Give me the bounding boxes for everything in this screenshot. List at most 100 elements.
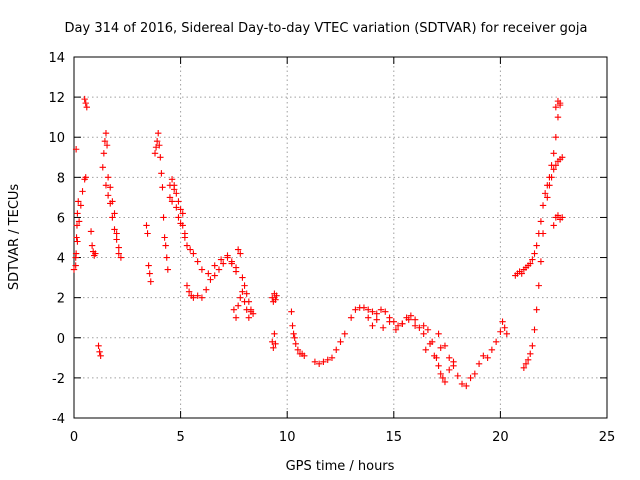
axis-ticks: 0 5 10 15 20 25 -4 -2 0 2 4 6 8 10 12 14 xyxy=(48,51,615,445)
data-point xyxy=(175,214,182,221)
data-point xyxy=(289,322,296,329)
data-point xyxy=(70,266,78,273)
data-point xyxy=(450,358,457,366)
data-point xyxy=(435,330,442,337)
x-tick-label: 0 xyxy=(70,430,78,445)
data-point xyxy=(77,202,85,209)
data-point xyxy=(382,308,389,315)
x-tick-label: 5 xyxy=(176,430,184,445)
data-point xyxy=(518,270,525,277)
data-point xyxy=(520,364,528,372)
series-arc-f xyxy=(95,342,104,360)
data-point xyxy=(550,166,557,173)
data-point xyxy=(207,276,214,283)
data-point xyxy=(151,150,159,157)
series-arc-p xyxy=(269,330,279,352)
data-point xyxy=(239,274,246,281)
data-point xyxy=(97,352,104,360)
data-point xyxy=(72,250,80,257)
data-point xyxy=(224,252,231,259)
data-point xyxy=(74,210,81,217)
data-point xyxy=(161,234,168,241)
data-point xyxy=(104,174,112,181)
data-point xyxy=(399,320,406,327)
y-tick-label: 12 xyxy=(48,91,65,106)
data-point xyxy=(81,95,88,103)
data-point xyxy=(272,296,279,303)
data-point xyxy=(115,250,122,257)
data-point xyxy=(527,260,534,267)
data-point xyxy=(548,174,555,181)
data-point xyxy=(194,258,201,265)
y-tick-label: -4 xyxy=(52,412,65,427)
y-tick-label: 2 xyxy=(57,292,65,307)
data-point xyxy=(405,316,412,323)
series-arc-b xyxy=(72,198,82,269)
data-point xyxy=(377,306,385,313)
x-tick-label: 20 xyxy=(492,430,509,445)
data-point xyxy=(431,352,438,360)
data-point xyxy=(115,244,122,251)
data-point xyxy=(211,262,218,269)
data-point xyxy=(379,324,387,331)
data-point xyxy=(155,130,162,137)
data-point xyxy=(373,310,380,317)
grid xyxy=(74,57,607,418)
data-point xyxy=(232,314,240,321)
data-point xyxy=(501,324,508,331)
data-point xyxy=(441,378,449,386)
data-point xyxy=(72,146,80,153)
series-arc-e xyxy=(87,228,99,259)
y-tick-label: 8 xyxy=(57,171,65,186)
data-point xyxy=(426,340,434,347)
data-point xyxy=(215,266,223,273)
data-point xyxy=(552,134,560,141)
data-point xyxy=(117,254,125,261)
data-point xyxy=(559,214,566,221)
series-arc-h xyxy=(102,182,122,257)
series-arc-y xyxy=(501,324,510,337)
data-point xyxy=(111,210,118,217)
data-point xyxy=(373,316,380,323)
data-point xyxy=(527,350,534,358)
series-arc-ab xyxy=(544,154,566,201)
data-point xyxy=(416,324,423,331)
data-point xyxy=(104,192,112,199)
data-point xyxy=(411,316,419,323)
series-arc-m xyxy=(183,252,240,301)
data-point xyxy=(524,356,532,364)
data-point xyxy=(365,314,372,321)
data-point xyxy=(341,330,348,337)
data-point xyxy=(550,222,557,229)
data-point xyxy=(411,322,419,329)
data-point xyxy=(294,346,302,354)
data-point xyxy=(241,282,248,289)
data-point xyxy=(437,370,444,378)
data-point xyxy=(328,354,336,362)
data-point xyxy=(145,262,152,269)
series-arc-l xyxy=(166,186,189,237)
data-point xyxy=(205,270,212,277)
data-point xyxy=(467,374,474,382)
data-point xyxy=(88,242,96,249)
data-point xyxy=(533,242,540,249)
data-point xyxy=(73,222,81,229)
data-point xyxy=(320,358,327,366)
data-point xyxy=(288,308,295,315)
data-point xyxy=(146,270,153,277)
data-point xyxy=(554,113,562,121)
data-point xyxy=(420,322,427,329)
data-point xyxy=(232,264,240,271)
data-point xyxy=(220,260,227,267)
data-point xyxy=(181,230,189,237)
y-tick-label: 10 xyxy=(48,131,65,146)
x-tick-label: 25 xyxy=(599,430,616,445)
data-point xyxy=(454,372,461,380)
series-arc-w xyxy=(435,330,457,366)
data-point xyxy=(446,366,453,374)
y-tick-label: -2 xyxy=(52,372,65,387)
data-point xyxy=(107,200,114,207)
series-arc-ac xyxy=(550,212,566,229)
data-point xyxy=(247,308,255,315)
data-point xyxy=(100,150,108,157)
